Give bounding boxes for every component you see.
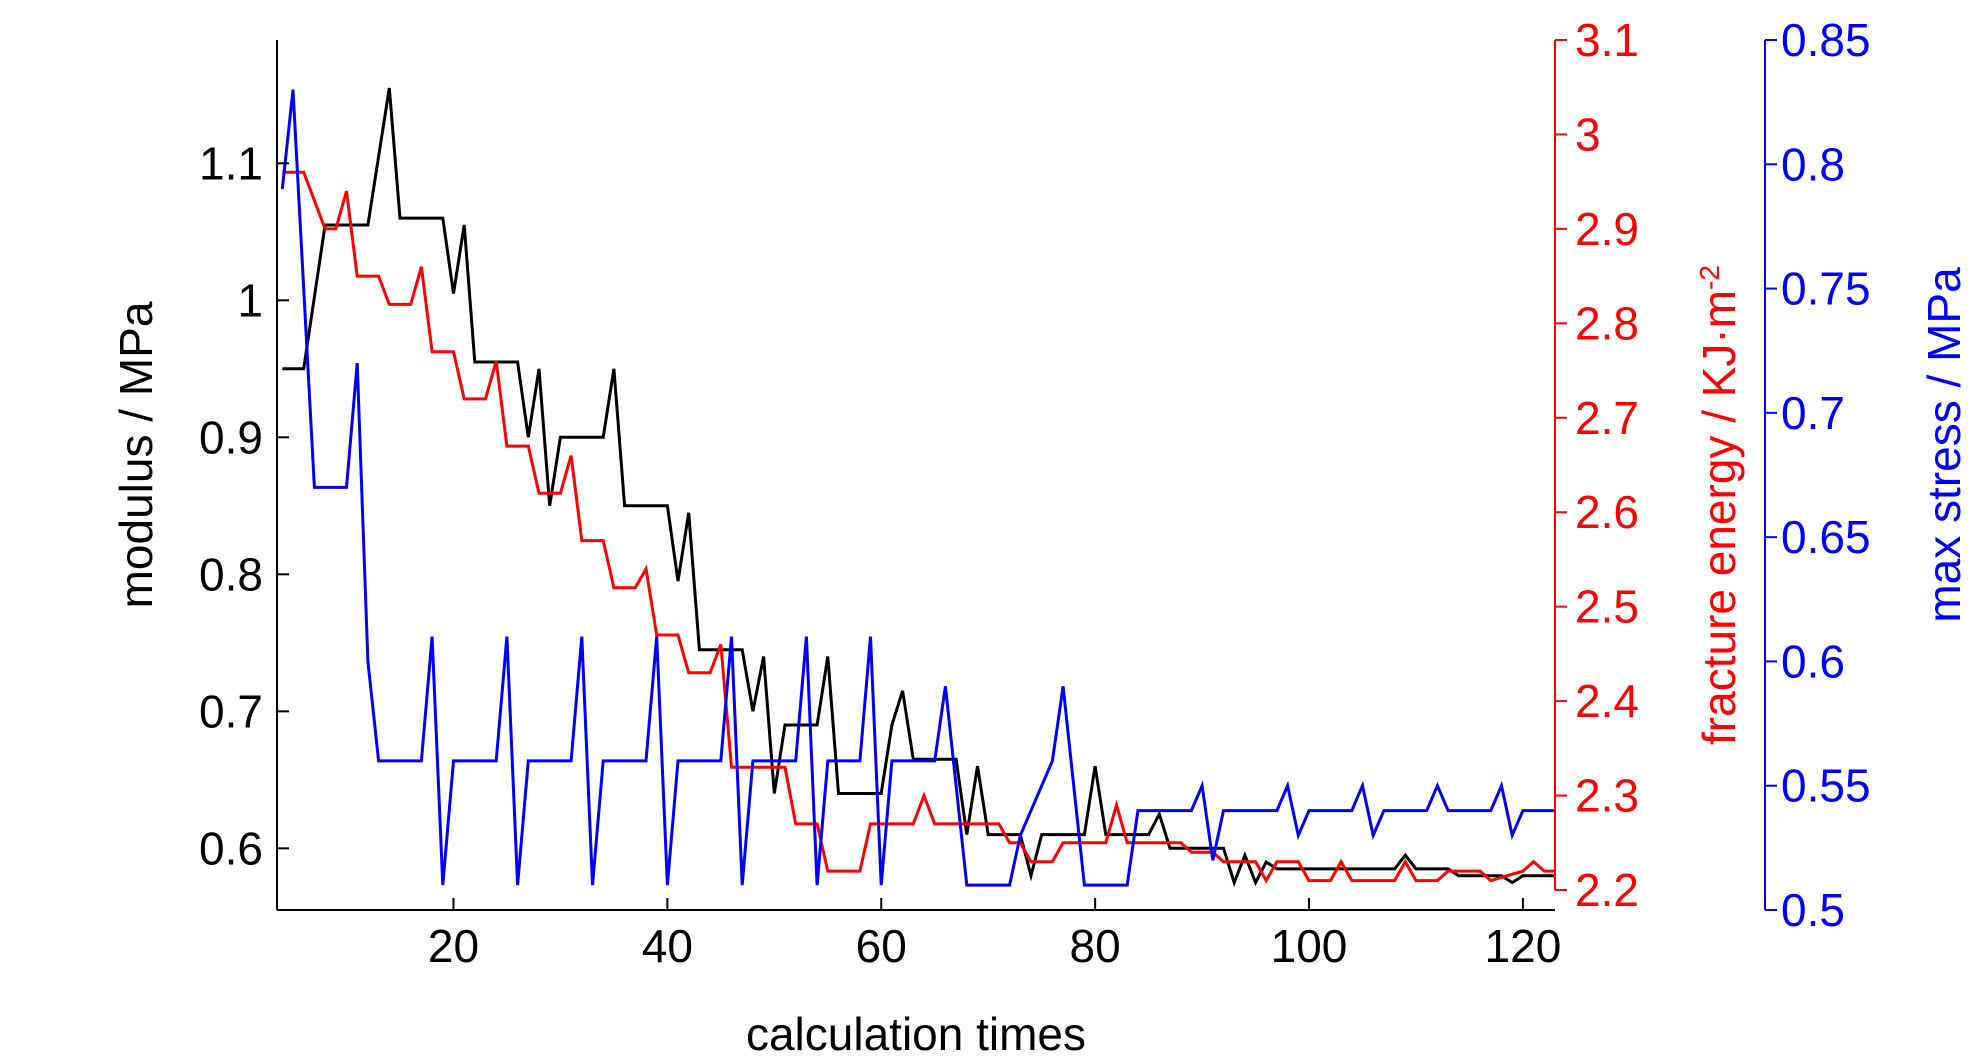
x-tick-label: 20	[428, 920, 479, 972]
right-y-axis-title-max-stress: max stress / MPa	[1918, 267, 1970, 623]
left-y-axis-title: modulus / MPa	[110, 301, 162, 608]
x-axis-title: calculation times	[746, 1008, 1086, 1060]
right-y-max-stress-tick-label: 0.6	[1781, 635, 1845, 687]
x-tick-label: 40	[642, 920, 693, 972]
right-y-fracture-energy-tick-label: 2.9	[1575, 203, 1639, 255]
fracture-energy-series-line	[282, 170, 1555, 884]
right-y-max-stress-tick-label: 0.85	[1781, 14, 1871, 66]
right-y-max-stress-tick-label: 0.8	[1781, 138, 1845, 190]
x-tick-label: 80	[1070, 920, 1121, 972]
right-y-axis-title-fracture-energy: fracture energy / KJ·m-2	[1693, 265, 1745, 745]
right-y-max-stress-tick-label: 0.5	[1781, 884, 1845, 936]
right-y-fracture-energy-tick-label: 2.6	[1575, 486, 1639, 538]
max-stress-series-line	[280, 89, 1555, 887]
right-y-axis-title-fracture-energy-superscript: -2	[1694, 265, 1725, 290]
right-y-fracture-energy-tick-label: 2.8	[1575, 297, 1639, 349]
left-y-tick-label: 0.7	[199, 685, 263, 737]
right-y-axis-title-fracture-energy-main: fracture energy / KJ·m	[1693, 290, 1745, 745]
right-y-max-stress-tick-label: 0.75	[1781, 263, 1871, 315]
right-y-fracture-energy-tick-label: 2.7	[1575, 392, 1639, 444]
x-tick-label: 120	[1485, 920, 1562, 972]
x-tick-label: 100	[1271, 920, 1348, 972]
modulus-series-line	[282, 87, 1555, 888]
right-y-max-stress-tick-label: 0.65	[1781, 511, 1871, 563]
left-y-tick-label: 0.6	[199, 822, 263, 874]
right-y-fracture-energy-tick-label: 2.5	[1575, 581, 1639, 633]
left-y-tick-label: 0.9	[199, 411, 263, 463]
right-y-fracture-energy-tick-label: 3	[1575, 108, 1601, 160]
right-y-max-stress-tick-label: 0.7	[1781, 387, 1845, 439]
right-y-fracture-energy-tick-label: 2.2	[1575, 864, 1639, 916]
left-y-tick-label: 1.1	[199, 137, 263, 189]
x-tick-label: 60	[856, 920, 907, 972]
left-y-tick-label: 1	[237, 274, 263, 326]
right-y-fracture-energy-tick-label: 2.4	[1575, 675, 1639, 727]
left-y-tick-label: 0.8	[199, 548, 263, 600]
right-y-fracture-energy-tick-label: 3.1	[1575, 14, 1639, 66]
right-y-max-stress-tick-label: 0.55	[1781, 760, 1871, 812]
right-y-fracture-energy-tick-label: 2.3	[1575, 770, 1639, 822]
series-layer	[280, 87, 1555, 888]
